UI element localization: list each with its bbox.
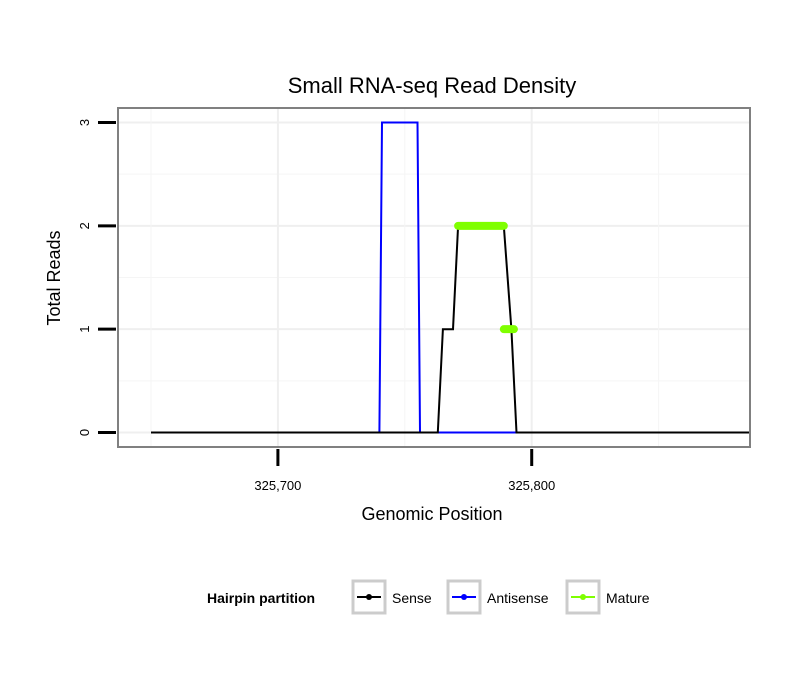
x-axis-label: Genomic Position [361,504,502,524]
y-tick-label: 2 [77,222,92,229]
x-tick-label: 325,800 [508,478,555,493]
x-tick-label: 325,700 [254,478,301,493]
legend-key-dot [580,594,586,600]
grid-lines [118,108,750,447]
y-axis-label: Total Reads [44,230,64,325]
legend-label: Antisense [487,590,549,606]
legend-key-dot [461,594,467,600]
legend-item-mature: Mature [565,579,650,615]
y-tick-label: 0 [77,429,92,436]
y-tick-label: 3 [77,119,92,126]
legend-item-antisense: Antisense [446,579,549,615]
legend: Hairpin partition Sense Antisense Mature [207,579,650,615]
legend-item-sense: Sense [351,579,432,615]
series-lines [151,121,749,434]
legend-label: Mature [606,590,650,606]
plot-panel-border [117,107,751,448]
legend-label: Sense [392,590,432,606]
legend-title: Hairpin partition [207,590,315,606]
legend-key-dot [366,594,372,600]
chart-title: Small RNA-seq Read Density [288,73,577,98]
axes: 0 1 2 3 325,700 325,800 [77,119,555,493]
y-tick-label: 1 [77,326,92,333]
